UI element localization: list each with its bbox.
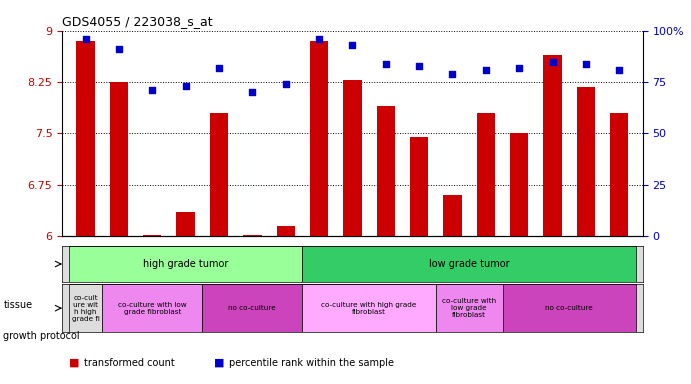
Text: ■: ■	[214, 358, 225, 368]
Bar	[410, 137, 428, 236]
Bar	[343, 80, 361, 236]
Bar	[143, 235, 162, 236]
Bar	[610, 113, 628, 236]
Text: percentile rank within the sample: percentile rank within the sample	[229, 358, 395, 368]
Bar	[477, 113, 495, 236]
Point	[614, 67, 625, 73]
Text: no co-culture: no co-culture	[545, 305, 593, 311]
Bar	[377, 106, 395, 236]
Point	[547, 58, 558, 65]
Bar	[577, 87, 595, 236]
Text: co-cult
ure wit
h high
grade fi: co-cult ure wit h high grade fi	[72, 295, 100, 322]
Bar	[69, 246, 303, 282]
Bar	[202, 284, 303, 332]
Bar	[502, 284, 636, 332]
Point	[480, 67, 491, 73]
Point	[180, 83, 191, 89]
Bar	[510, 134, 529, 236]
Bar	[102, 284, 202, 332]
Text: transformed count: transformed count	[84, 358, 175, 368]
Text: high grade tumor: high grade tumor	[143, 259, 228, 269]
Bar	[110, 82, 128, 236]
Point	[414, 63, 425, 69]
Text: growth protocol: growth protocol	[3, 331, 80, 341]
Bar	[543, 55, 562, 236]
Bar	[210, 113, 228, 236]
Point	[513, 65, 524, 71]
Point	[247, 89, 258, 95]
Bar	[243, 235, 261, 236]
Point	[580, 61, 591, 67]
Point	[214, 65, 225, 71]
Bar	[276, 226, 295, 236]
Text: tissue: tissue	[3, 300, 32, 310]
Text: low grade tumor: low grade tumor	[429, 259, 509, 269]
Point	[447, 71, 458, 77]
Text: GDS4055 / 223038_s_at: GDS4055 / 223038_s_at	[62, 15, 213, 28]
Bar	[176, 212, 195, 236]
Bar	[77, 41, 95, 236]
Bar	[303, 246, 636, 282]
Point	[347, 42, 358, 48]
Point	[146, 87, 158, 93]
Point	[314, 36, 325, 42]
Point	[113, 46, 124, 52]
Text: co-culture with high grade
fibroblast: co-culture with high grade fibroblast	[321, 302, 417, 314]
Bar	[69, 284, 102, 332]
Point	[380, 61, 391, 67]
Bar	[310, 41, 328, 236]
Point	[280, 81, 291, 87]
Text: ■: ■	[69, 358, 79, 368]
Text: no co-culture: no co-culture	[229, 305, 276, 311]
Text: co-culture with
low grade
fibroblast: co-culture with low grade fibroblast	[442, 298, 496, 318]
Bar	[303, 284, 436, 332]
Point	[80, 36, 91, 42]
Text: co-culture with low
grade fibroblast: co-culture with low grade fibroblast	[118, 302, 187, 314]
Bar	[436, 284, 502, 332]
Bar	[444, 195, 462, 236]
